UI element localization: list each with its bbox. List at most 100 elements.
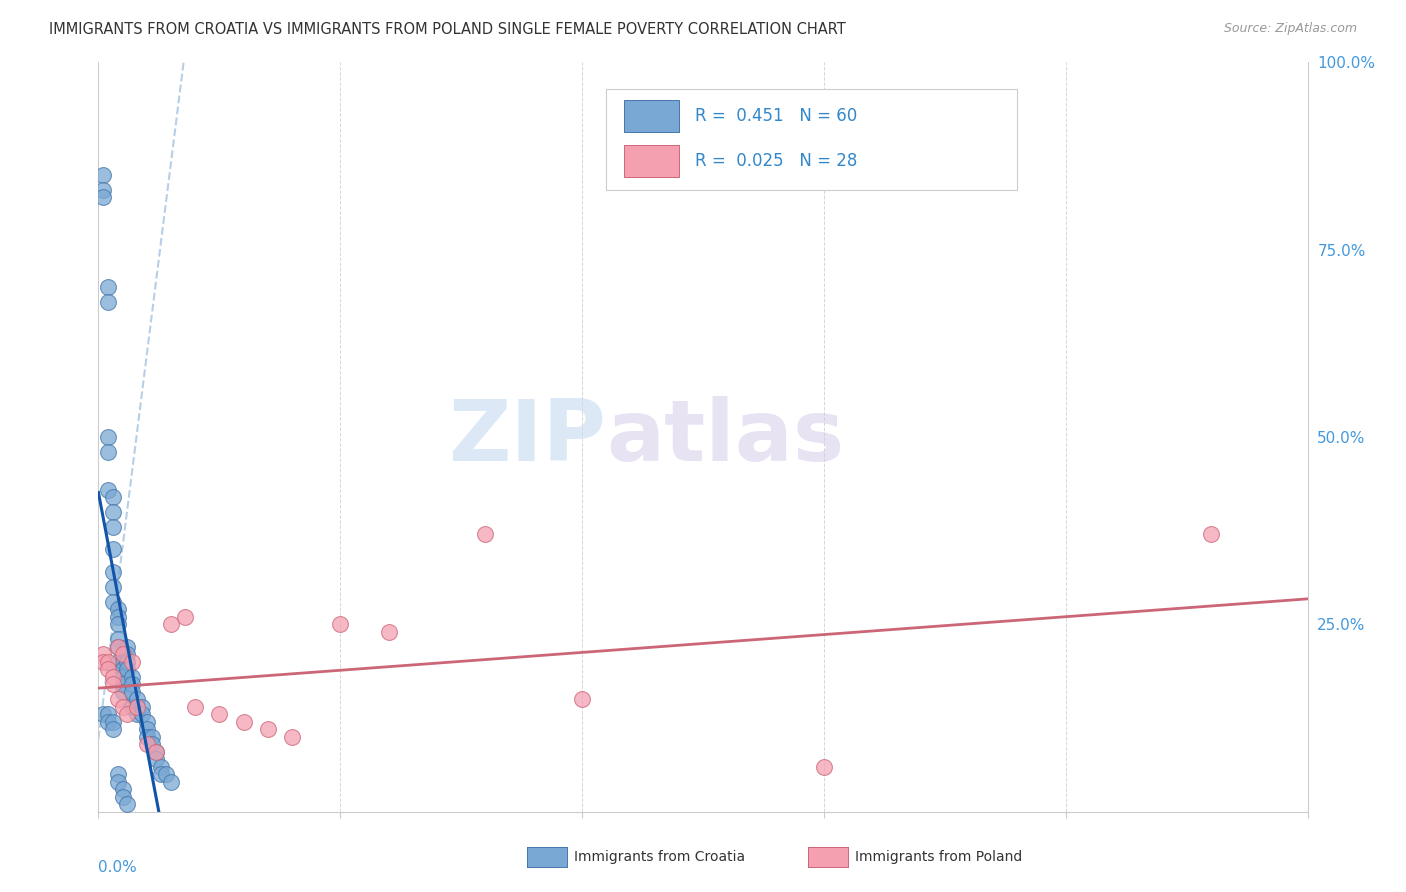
- FancyBboxPatch shape: [624, 100, 679, 132]
- Text: R =  0.025   N = 28: R = 0.025 N = 28: [695, 152, 856, 169]
- Point: [571, 692, 593, 706]
- FancyBboxPatch shape: [624, 145, 679, 178]
- Text: Immigrants from Poland: Immigrants from Poland: [855, 850, 1022, 864]
- Point: [131, 699, 153, 714]
- Point: [107, 692, 129, 706]
- Point: [174, 610, 197, 624]
- Point: [107, 640, 129, 654]
- Point: [127, 699, 149, 714]
- Point: [91, 655, 114, 669]
- Point: [101, 580, 124, 594]
- Point: [97, 662, 120, 676]
- Point: [117, 640, 139, 654]
- Point: [160, 774, 183, 789]
- Point: [111, 789, 134, 804]
- Point: [208, 707, 231, 722]
- Point: [1199, 527, 1222, 541]
- Point: [101, 723, 124, 737]
- Point: [121, 670, 143, 684]
- Point: [107, 602, 129, 616]
- Point: [107, 632, 129, 647]
- Point: [127, 692, 149, 706]
- Point: [135, 723, 157, 737]
- Point: [101, 565, 124, 579]
- Point: [111, 677, 134, 691]
- Point: [474, 527, 496, 541]
- Point: [101, 677, 124, 691]
- Point: [97, 714, 120, 729]
- Text: Source: ZipAtlas.com: Source: ZipAtlas.com: [1223, 22, 1357, 36]
- Point: [127, 707, 149, 722]
- Point: [150, 760, 173, 774]
- Point: [117, 655, 139, 669]
- Point: [111, 670, 134, 684]
- Point: [145, 752, 167, 766]
- Point: [329, 617, 352, 632]
- Point: [160, 617, 183, 632]
- Text: Immigrants from Croatia: Immigrants from Croatia: [574, 850, 745, 864]
- Point: [111, 648, 134, 662]
- Point: [97, 655, 120, 669]
- Point: [117, 662, 139, 676]
- Point: [127, 699, 149, 714]
- Point: [101, 595, 124, 609]
- Point: [107, 774, 129, 789]
- Point: [91, 168, 114, 182]
- Point: [121, 699, 143, 714]
- Point: [107, 640, 129, 654]
- Point: [97, 483, 120, 497]
- Point: [107, 767, 129, 781]
- Point: [145, 745, 167, 759]
- Point: [184, 699, 207, 714]
- Point: [97, 707, 120, 722]
- Point: [101, 714, 124, 729]
- Point: [121, 685, 143, 699]
- Point: [135, 737, 157, 751]
- Point: [91, 183, 114, 197]
- Point: [111, 685, 134, 699]
- Point: [111, 699, 134, 714]
- Text: R =  0.451   N = 60: R = 0.451 N = 60: [695, 107, 856, 125]
- Point: [145, 745, 167, 759]
- Point: [135, 730, 157, 744]
- Text: IMMIGRANTS FROM CROATIA VS IMMIGRANTS FROM POLAND SINGLE FEMALE POVERTY CORRELAT: IMMIGRANTS FROM CROATIA VS IMMIGRANTS FR…: [49, 22, 846, 37]
- Point: [141, 730, 163, 744]
- Point: [813, 760, 835, 774]
- Point: [281, 730, 304, 744]
- Point: [131, 707, 153, 722]
- Point: [107, 610, 129, 624]
- Point: [111, 662, 134, 676]
- Point: [135, 714, 157, 729]
- Point: [107, 617, 129, 632]
- Point: [117, 707, 139, 722]
- Point: [155, 767, 177, 781]
- Point: [150, 767, 173, 781]
- Point: [141, 737, 163, 751]
- Point: [101, 670, 124, 684]
- Point: [107, 655, 129, 669]
- Point: [377, 624, 399, 639]
- Point: [117, 648, 139, 662]
- Point: [117, 797, 139, 812]
- Point: [101, 505, 124, 519]
- Point: [121, 677, 143, 691]
- Point: [232, 714, 254, 729]
- Point: [91, 707, 114, 722]
- Point: [111, 655, 134, 669]
- Point: [101, 520, 124, 534]
- Point: [111, 782, 134, 797]
- Point: [121, 655, 143, 669]
- Point: [91, 190, 114, 204]
- Text: atlas: atlas: [606, 395, 845, 479]
- Text: ZIP: ZIP: [449, 395, 606, 479]
- FancyBboxPatch shape: [606, 88, 1018, 190]
- Point: [91, 648, 114, 662]
- Point: [256, 723, 278, 737]
- Point: [101, 490, 124, 504]
- Text: 0.0%: 0.0%: [98, 861, 138, 875]
- Point: [101, 542, 124, 557]
- Point: [97, 445, 120, 459]
- Point: [97, 295, 120, 310]
- Point: [97, 280, 120, 294]
- Point: [97, 430, 120, 444]
